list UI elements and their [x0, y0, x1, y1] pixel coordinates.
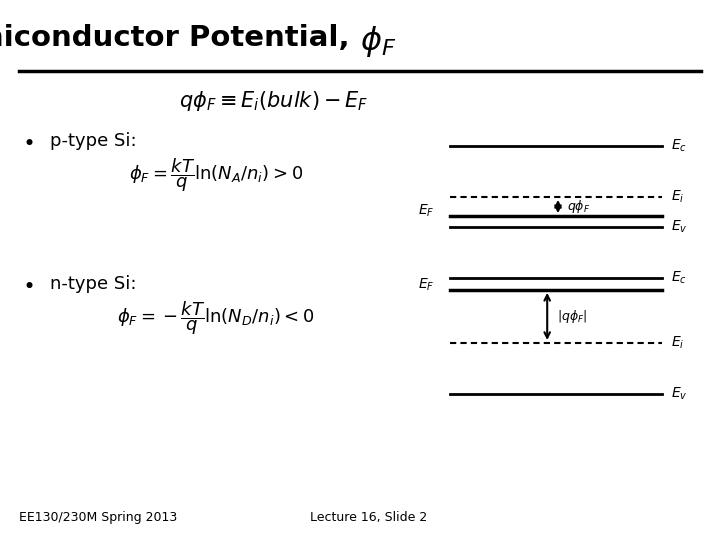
Text: $\bullet$: $\bullet$	[22, 275, 33, 295]
Text: EE130/230M Spring 2013: EE130/230M Spring 2013	[19, 511, 178, 524]
Text: $E_F$: $E_F$	[418, 202, 434, 219]
Text: $E_v$: $E_v$	[671, 386, 688, 402]
Text: p-type Si:: p-type Si:	[50, 132, 137, 150]
Text: $q\phi_F$: $q\phi_F$	[567, 198, 590, 215]
Text: $E_i$: $E_i$	[671, 189, 685, 205]
Text: $\bullet$: $\bullet$	[22, 132, 33, 152]
Text: $E_v$: $E_v$	[671, 219, 688, 235]
Text: Bulk Semiconductor Potential,: Bulk Semiconductor Potential,	[0, 24, 360, 52]
Text: $\phi_F$: $\phi_F$	[360, 24, 396, 59]
Text: $E_F$: $E_F$	[418, 276, 434, 293]
Text: $E_c$: $E_c$	[671, 138, 687, 154]
Text: $q\phi_F \equiv E_i(bulk) - E_F$: $q\phi_F \equiv E_i(bulk) - E_F$	[179, 89, 369, 113]
Text: $|q\phi_F|$: $|q\phi_F|$	[557, 308, 587, 325]
Text: $\phi_F = -\dfrac{kT}{q}\ln(N_D / n_i) < 0$: $\phi_F = -\dfrac{kT}{q}\ln(N_D / n_i) <…	[117, 300, 315, 338]
Text: Lecture 16, Slide 2: Lecture 16, Slide 2	[310, 511, 427, 524]
Text: $\phi_F = \dfrac{kT}{q}\ln(N_A / n_i) > 0$: $\phi_F = \dfrac{kT}{q}\ln(N_A / n_i) > …	[129, 157, 303, 194]
Text: n-type Si:: n-type Si:	[50, 275, 137, 293]
Text: $E_i$: $E_i$	[671, 335, 685, 351]
Text: $E_c$: $E_c$	[671, 270, 687, 286]
